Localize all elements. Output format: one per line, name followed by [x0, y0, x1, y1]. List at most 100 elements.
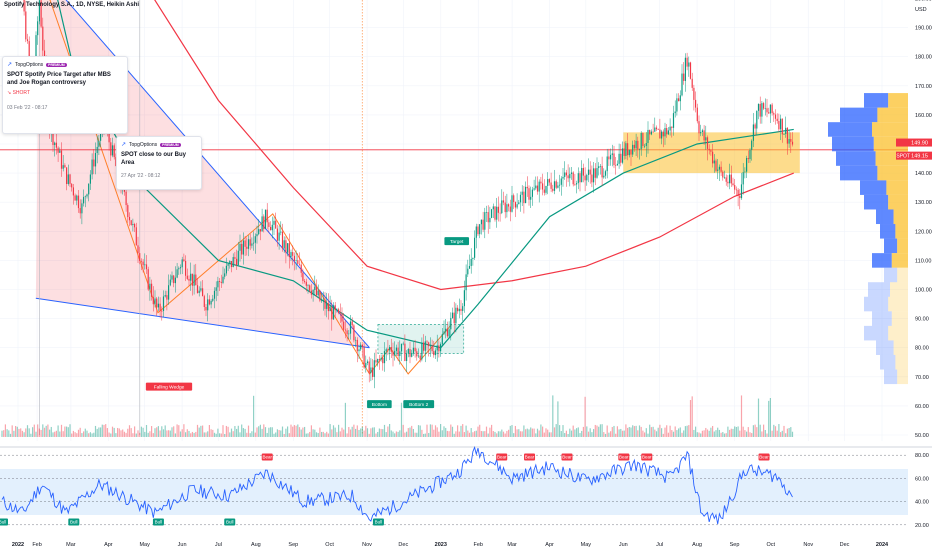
- volume-bar: [674, 426, 676, 437]
- volume-bar: [111, 426, 114, 437]
- candle-body: [468, 266, 471, 269]
- volume-bar: [472, 432, 474, 437]
- candle-body: [559, 184, 561, 186]
- volume-bar: [443, 426, 445, 437]
- volume-bar: [98, 427, 100, 437]
- rsi-bull-label: Bull: [0, 519, 6, 524]
- candle-body: [570, 172, 573, 174]
- candle-body: [380, 357, 382, 360]
- volume-bar: [219, 433, 221, 437]
- candle-body: [523, 191, 525, 204]
- volume-bar: [601, 424, 603, 437]
- candle-body: [489, 217, 491, 223]
- volume-bar: [278, 430, 280, 437]
- candle-body: [615, 165, 617, 166]
- candle-body: [499, 212, 501, 214]
- candle-body: [722, 171, 724, 178]
- rsi-bull-label: Bull: [375, 519, 383, 524]
- volume-bar: [227, 426, 229, 437]
- volume-bar: [730, 428, 732, 437]
- candle-body: [781, 118, 783, 135]
- volume-bar: [513, 433, 515, 437]
- price-tick-label: 200.00: [915, 0, 932, 3]
- volume-bar: [479, 424, 481, 437]
- author-logo-icon: ↗: [7, 62, 13, 68]
- candle-body: [506, 204, 508, 213]
- idea-card-1[interactable]: ↗ TopgOptions PREMIUM SPOT Spotify Price T…: [2, 56, 128, 134]
- candle-body: [397, 347, 399, 357]
- volume-profile-down: [897, 369, 908, 385]
- candle-body: [285, 240, 287, 253]
- second-price-tag: 149.90: [911, 141, 928, 147]
- volume-bar: [594, 424, 596, 437]
- volume-profile-down: [888, 93, 908, 108]
- volume-bar: [276, 429, 278, 437]
- candle-body: [672, 113, 675, 128]
- volume-bar: [484, 431, 486, 437]
- candle-body: [332, 305, 335, 320]
- volume-bar: [470, 428, 472, 437]
- volume-bar: [521, 431, 523, 437]
- candle-body: [621, 148, 624, 163]
- volume-bar: [526, 428, 528, 437]
- volume-bar: [297, 424, 299, 437]
- volume-bar: [103, 424, 105, 437]
- volume-bar: [497, 431, 499, 437]
- volume-bar: [463, 432, 465, 437]
- volume-bar: [251, 431, 253, 437]
- candle-body: [60, 150, 63, 169]
- volume-bar: [696, 432, 698, 437]
- volume-bar: [290, 424, 292, 437]
- volume-bar: [382, 429, 384, 437]
- candle-body: [278, 232, 280, 241]
- volume-bar: [234, 426, 236, 437]
- candle-body: [596, 168, 598, 178]
- volume-profile-up: [828, 122, 872, 137]
- volume-bar: [608, 432, 610, 437]
- candle-body: [773, 113, 775, 115]
- candle-body: [504, 202, 506, 213]
- volume-bar: [358, 429, 360, 437]
- candle-body: [438, 345, 440, 352]
- candle-body: [383, 351, 386, 364]
- volume-bar: [387, 426, 389, 437]
- idea-card-2[interactable]: ↗ TopgOptions PREMIUM SPOT close to our Bu…: [116, 136, 202, 190]
- volume-bar: [664, 427, 666, 437]
- candle-body: [791, 141, 794, 145]
- volume-bar: [559, 425, 561, 437]
- candle-body: [191, 273, 193, 286]
- volume-bar: [361, 426, 363, 437]
- volume-bar: [771, 430, 773, 437]
- candle-body: [67, 174, 69, 184]
- volume-bar: [329, 424, 331, 437]
- volume-bar: [729, 429, 731, 437]
- time-tick-label: Feb: [474, 542, 483, 548]
- volume-bar: [457, 425, 459, 437]
- volume-bar: [130, 428, 132, 437]
- candle-body: [152, 296, 154, 305]
- volume-bar: [533, 428, 535, 437]
- candle-body: [94, 152, 97, 167]
- price-tick-label: 130.00: [915, 200, 932, 206]
- volume-bar: [25, 428, 27, 437]
- rsi-bull-label: Bull: [226, 519, 234, 524]
- candle-body: [370, 367, 372, 374]
- candle-body: [162, 296, 165, 311]
- candle-body: [227, 264, 229, 266]
- volume-bar: [9, 433, 12, 437]
- candle-body: [205, 307, 207, 311]
- candle-body: [650, 131, 652, 135]
- volume-bar: [506, 430, 508, 437]
- candle-body: [496, 206, 498, 220]
- volume-bar: [555, 424, 557, 437]
- volume-bar: [135, 433, 137, 437]
- candle-body: [548, 179, 550, 183]
- candle-body: [491, 209, 493, 218]
- volume-bar: [545, 428, 547, 437]
- volume-bar: [494, 431, 496, 437]
- volume-bar: [239, 432, 241, 437]
- candle-body: [203, 296, 205, 308]
- volume-bar: [115, 433, 117, 437]
- volume-bar: [370, 428, 372, 437]
